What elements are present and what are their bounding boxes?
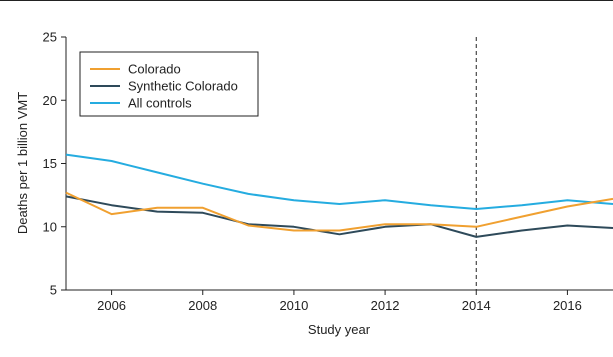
legend: Colorado Synthetic Colorado All controls [79,51,259,117]
x-tick-label: 2006 [97,298,126,313]
y-axis-ticks: 5 10 15 20 25 [43,30,66,298]
x-tick-label: 2014 [462,298,491,313]
y-tick-label: 10 [43,219,57,234]
legend-box [79,51,259,117]
x-tick-label: 2010 [279,298,308,313]
legend-label-colorado: Colorado [128,62,181,77]
x-axis-ticks: 2006 2008 2010 2012 2014 2016 [97,290,582,313]
x-tick-label: 2008 [188,298,217,313]
series-line-colorado [65,191,613,232]
series-line-all-controls [65,153,613,210]
legend-label-all-controls: All controls [128,96,192,111]
y-tick-label: 5 [50,283,57,298]
y-tick-label: 20 [43,93,57,108]
x-tick-label: 2012 [371,298,400,313]
x-tick-label: 2016 [553,298,582,313]
plot-area: 5 10 15 20 25 2006 2008 2010 2012 2014 2016 [43,30,613,313]
y-tick-label: 25 [43,30,57,45]
series-lines [65,153,613,238]
legend-label-synthetic-colorado: Synthetic Colorado [128,79,238,94]
y-axis-title: Deaths per 1 billion VMT [15,92,30,234]
series-line-synthetic-colorado [65,195,613,238]
x-axis-title: Study year [308,322,371,337]
y-tick-label: 15 [43,156,57,171]
